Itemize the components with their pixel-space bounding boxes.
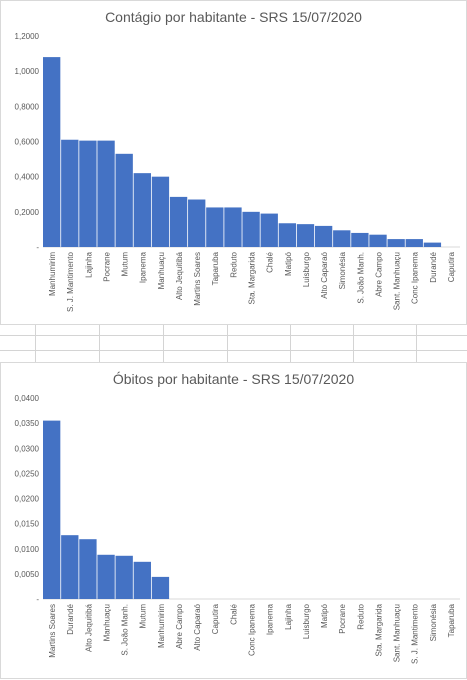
x-tick-label: Simonésia	[429, 603, 438, 641]
x-tick-label: Caputira	[447, 251, 456, 282]
y-tick-label: 0,0150	[15, 520, 40, 529]
x-tick-label: Manhumirim	[157, 604, 166, 648]
bar	[43, 420, 61, 599]
bar	[43, 57, 61, 247]
obitos-chart: Óbitos por habitante - SRS 15/07/2020 - 0…	[0, 362, 467, 679]
bar	[296, 224, 315, 247]
x-tick-label: Sant. Manhuaçu	[393, 604, 402, 662]
x-tick-label: S. J. Mantimento	[66, 251, 75, 312]
bar	[260, 213, 278, 247]
bar	[79, 140, 97, 247]
x-tick-label: Durandé	[429, 251, 438, 282]
bar	[278, 223, 297, 247]
y-tick-label: 0,0250	[15, 469, 40, 478]
y-tick-label: -	[36, 243, 39, 252]
bar	[387, 239, 405, 247]
x-tick-label: Sta. Margarida	[248, 251, 257, 304]
x-tick-label: Chalé	[266, 251, 275, 272]
x-tick-label: Alto Jequitibá	[84, 603, 93, 652]
y-tick-label: 0,0300	[15, 444, 40, 453]
x-tick-label: Taparuba	[447, 603, 456, 637]
x-tick-label: Pocrane	[338, 603, 347, 633]
y-tick-label: 0,0100	[15, 545, 40, 554]
x-tick-label: Sant. Manhuaçu	[393, 252, 402, 310]
y-tick-label: 0,8000	[15, 102, 40, 111]
x-tick-label: Chalé	[229, 603, 238, 624]
x-tick-label: Lajinha	[84, 251, 93, 277]
x-tick-label: Conc Ipanema	[411, 251, 420, 304]
bar	[405, 239, 423, 247]
bar	[133, 561, 151, 599]
bar	[61, 535, 79, 599]
x-tick-label: Durandé	[66, 603, 75, 634]
bar	[333, 230, 351, 247]
obitos-chart-plot: - 0,0050 0,0100 0,0150 0,0200 0,0250 0,0300 0,0…	[15, 394, 460, 664]
x-tick-label: Taparuba	[211, 251, 220, 285]
y-tick-label: 1,2000	[15, 32, 40, 41]
bar	[133, 173, 151, 247]
bar	[242, 211, 260, 247]
x-tick-label: Ipanema	[139, 251, 148, 283]
contagio-chart-plot: - 0,2000 0,4000 0,6000 0,8000 1,0000 1,2000 Man…	[15, 32, 460, 312]
chart-title: Óbitos por habitante - SRS 15/07/2020	[112, 371, 355, 387]
y-tick-label: 0,6000	[15, 138, 40, 147]
x-tick-label: Mutum	[139, 604, 148, 629]
x-tick-label: Matipó	[320, 603, 329, 628]
bar	[206, 207, 224, 247]
contagio-chart: Contágio por habitante - SRS 15/07/2020 …	[0, 0, 467, 325]
bar	[188, 199, 206, 247]
bar	[351, 232, 369, 247]
x-tick-label: Martins Soares	[193, 252, 202, 306]
x-tick-label: Matipó	[284, 251, 293, 276]
x-tick-label: Conc Ipanema	[248, 603, 257, 656]
bar	[224, 207, 242, 247]
y-tick-label: 1,0000	[15, 67, 40, 76]
y-tick-label: 0,0050	[15, 570, 40, 579]
bar	[97, 554, 115, 599]
x-tick-label: Alto Jequitibá	[175, 251, 184, 300]
x-tick-label: S. J. Mantimento	[411, 603, 420, 664]
x-tick-label: Pocrane	[102, 251, 111, 281]
bar	[169, 196, 188, 247]
x-tick-label: Martins Soares	[48, 604, 57, 658]
x-tick-label: Abre Campo	[175, 603, 184, 648]
y-tick-label: 0,0350	[15, 419, 40, 428]
bar	[115, 555, 133, 599]
bar	[151, 576, 170, 599]
x-tick-label: Abre Campo	[374, 251, 383, 296]
x-tick-label: Manhuaçu	[157, 252, 166, 289]
bar	[314, 225, 333, 247]
x-tick-label: Caputira	[211, 603, 220, 634]
bar	[97, 140, 115, 247]
x-tick-label: Reduto	[356, 603, 365, 629]
x-tick-label: Simonésia	[338, 251, 347, 289]
bar	[151, 176, 170, 247]
bar	[61, 139, 79, 247]
x-tick-label: Manhumirim	[48, 252, 57, 296]
y-tick-label: 0,4000	[15, 173, 40, 182]
x-tick-label: S. João Manh.	[356, 252, 365, 304]
x-tick-label: Luisburgo	[302, 251, 311, 287]
x-tick-label: Alto Caparaó	[193, 603, 202, 650]
x-tick-label: Luisburgo	[302, 603, 311, 639]
y-tick-label: 0,0200	[15, 495, 40, 504]
x-tick-label: Lajinha	[284, 603, 293, 629]
x-tick-label: Ipanema	[266, 603, 275, 635]
bar	[115, 153, 133, 247]
x-tick-label: Alto Caparaó	[320, 251, 329, 298]
bar	[369, 234, 387, 247]
x-tick-label: Manhuaçu	[102, 604, 111, 641]
y-tick-label: -	[36, 595, 39, 604]
spreadsheet-grid	[0, 325, 467, 362]
bar	[79, 539, 97, 599]
y-tick-label: 0,0400	[15, 394, 40, 403]
x-tick-label: Sta. Margarida	[374, 603, 383, 656]
bar	[423, 242, 442, 247]
x-tick-label: Mutum	[121, 252, 130, 277]
x-tick-label: S. João Manh.	[121, 604, 130, 656]
y-tick-label: 0,2000	[15, 208, 40, 217]
x-tick-label: Reduto	[229, 251, 238, 277]
chart-title: Contágio por habitante - SRS 15/07/2020	[105, 9, 362, 25]
